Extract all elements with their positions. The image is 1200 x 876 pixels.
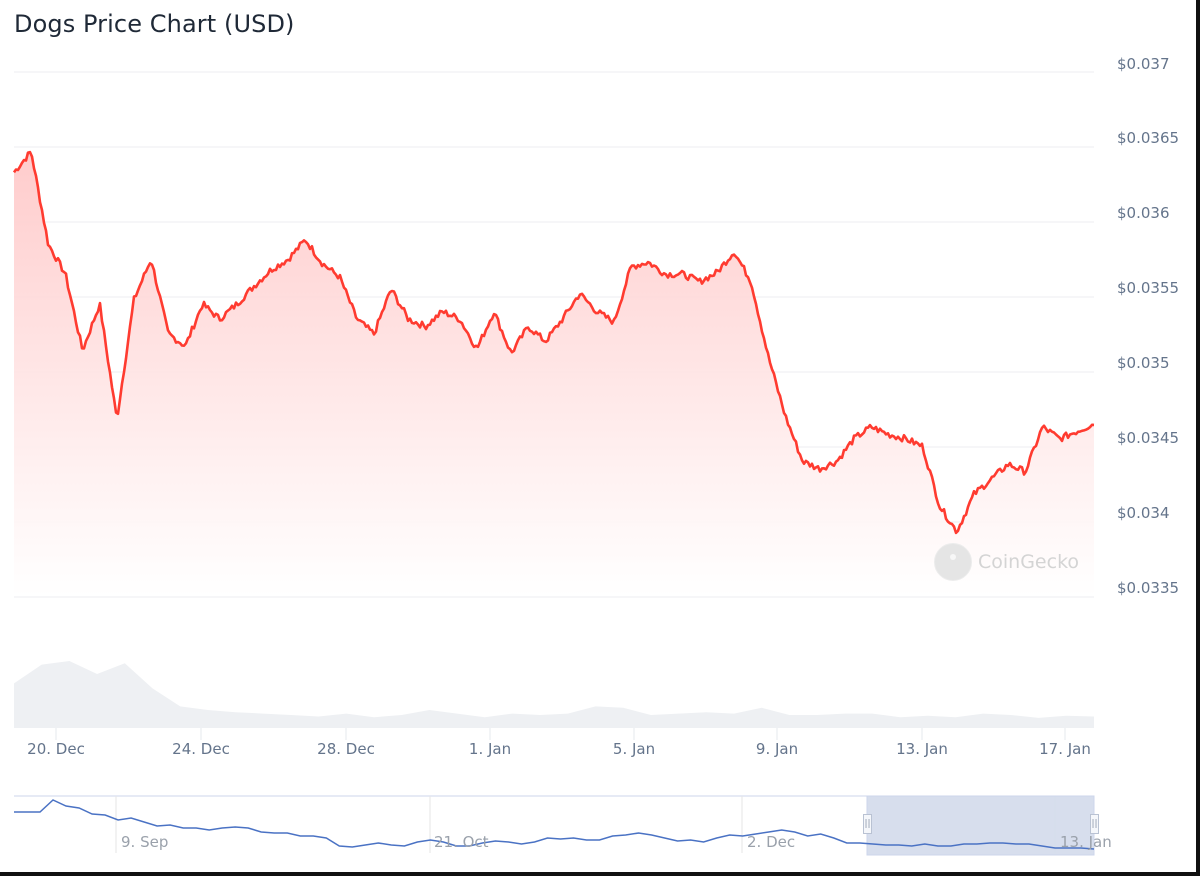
x-axis-label: 13. Jan: [896, 740, 948, 758]
y-axis-label: $0.0345: [1117, 429, 1180, 447]
frame-border-bottom: [0, 872, 1200, 876]
navigator-label: 21. Oct: [434, 833, 489, 851]
navigator-label: 13. Jan: [1060, 833, 1112, 851]
y-axis-label: $0.0355: [1117, 279, 1180, 297]
coingecko-watermark: CoinGecko: [934, 543, 1079, 581]
watermark-text: CoinGecko: [978, 551, 1080, 573]
navigator-right-handle[interactable]: ||: [1090, 814, 1099, 834]
x-axis-ticks: [55, 728, 1066, 740]
navigator-left-handle[interactable]: ||: [863, 814, 872, 834]
y-axis-label: $0.035: [1117, 354, 1170, 372]
navigator-label: 2. Dec: [747, 833, 796, 851]
y-axis-label: $0.037: [1117, 55, 1170, 73]
x-axis-label: 24. Dec: [172, 740, 230, 758]
volume-area: [14, 661, 1094, 728]
x-axis-label: 20. Dec: [27, 740, 85, 758]
x-axis-label: 28. Dec: [317, 740, 375, 758]
navigator-label: 9. Sep: [121, 833, 169, 851]
x-axis-label: 9. Jan: [755, 740, 799, 758]
page-title: Dogs Price Chart (USD): [14, 10, 295, 38]
price-area-fill: [14, 152, 1094, 596]
navigator[interactable]: [14, 795, 1095, 856]
x-axis-label: 1. Jan: [468, 740, 512, 758]
x-axis-label: 17. Jan: [1039, 740, 1091, 758]
x-axis-label: 5. Jan: [612, 740, 656, 758]
y-axis-label: $0.034: [1117, 504, 1170, 522]
navigator-line: [14, 799, 1095, 850]
y-axis-label: $0.0335: [1117, 579, 1180, 597]
y-axis-label: $0.036: [1117, 204, 1170, 222]
y-axis-label: $0.0365: [1117, 129, 1180, 147]
coingecko-logo-icon: [934, 543, 972, 581]
frame-border-right: [1196, 0, 1200, 876]
price-line[interactable]: [12, 150, 1095, 535]
